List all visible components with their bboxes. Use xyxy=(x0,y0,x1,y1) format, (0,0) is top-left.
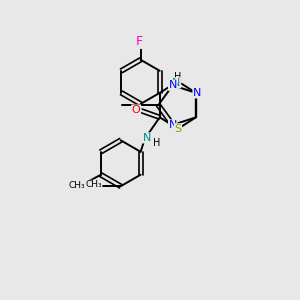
Text: H: H xyxy=(153,138,160,148)
Text: N: N xyxy=(143,133,151,143)
Text: CH₃: CH₃ xyxy=(69,182,85,190)
Text: O: O xyxy=(132,105,140,115)
Text: N: N xyxy=(172,78,181,88)
Text: H: H xyxy=(174,72,182,82)
Text: CH₃: CH₃ xyxy=(85,180,102,189)
Text: N: N xyxy=(169,80,177,90)
Text: N: N xyxy=(193,88,201,98)
Text: S: S xyxy=(174,124,182,134)
Text: F: F xyxy=(136,35,143,48)
Text: N: N xyxy=(169,120,177,130)
